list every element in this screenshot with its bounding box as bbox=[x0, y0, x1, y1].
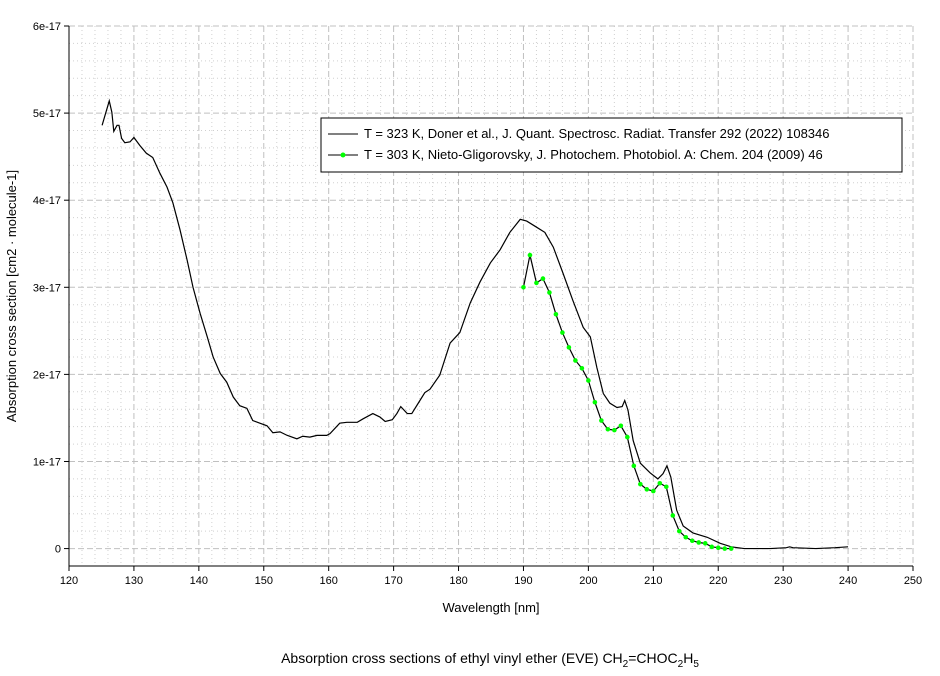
data-point bbox=[553, 311, 559, 317]
axes: 120 130 140 150 160 170 180 190 200 210 220 230 240 2… bbox=[33, 21, 922, 587]
x-tick-label: 220 bbox=[709, 575, 727, 587]
data-point bbox=[605, 426, 611, 432]
x-tick-label: 160 bbox=[320, 575, 338, 587]
series-line-2 bbox=[522, 254, 732, 550]
legend-label-2: T = 303 K, Nieto-Gligorovsky, J. Photoch… bbox=[364, 147, 823, 162]
y-tick-label: 5e-17 bbox=[33, 108, 61, 120]
data-point bbox=[612, 427, 617, 433]
x-tick-label: 200 bbox=[579, 575, 597, 587]
legend: T = 323 K, Doner et al., J. Quant. Spect… bbox=[320, 117, 903, 173]
y-tick-label: 6e-17 bbox=[33, 21, 61, 33]
grid bbox=[68, 25, 914, 567]
y-tick-label: 0 bbox=[55, 544, 61, 556]
data-point bbox=[534, 280, 539, 286]
data-point bbox=[566, 345, 572, 350]
data-point bbox=[547, 290, 552, 295]
data-point bbox=[586, 378, 591, 383]
x-tick-label: 130 bbox=[125, 575, 143, 587]
data-point bbox=[676, 528, 682, 534]
series-layer bbox=[101, 98, 849, 551]
data-point bbox=[722, 546, 728, 551]
data-point bbox=[527, 252, 533, 258]
x-tick-label: 210 bbox=[644, 575, 662, 587]
title-part: Absorption cross sections of ethyl vinyl… bbox=[281, 650, 623, 666]
chart-title: Absorption cross sections of ethyl vinyl… bbox=[0, 650, 940, 670]
data-point bbox=[663, 484, 669, 490]
series-line-1 bbox=[101, 98, 849, 550]
data-point bbox=[657, 480, 663, 486]
title-sub: 5 bbox=[693, 658, 699, 670]
x-tick-label: 170 bbox=[384, 575, 402, 587]
data-point bbox=[599, 418, 604, 423]
x-tick-label: 230 bbox=[774, 575, 792, 587]
data-point bbox=[560, 330, 565, 335]
x-axis-label: Wavelength [nm] bbox=[442, 600, 539, 615]
data-point bbox=[540, 276, 546, 281]
data-point bbox=[651, 488, 656, 494]
title-sub: 2 bbox=[677, 658, 684, 670]
data-point bbox=[592, 399, 598, 405]
x-tick-label: 180 bbox=[449, 575, 467, 587]
data-point bbox=[670, 513, 676, 518]
data-point bbox=[625, 434, 630, 440]
legend-label-1: T = 323 K, Doner et al., J. Quant. Spect… bbox=[364, 126, 830, 141]
data-point bbox=[696, 540, 702, 545]
data-point bbox=[728, 546, 734, 551]
y-axis-label: Absorption cross section [cm2 · molecule… bbox=[4, 170, 19, 422]
x-tick-label: 150 bbox=[255, 575, 273, 587]
data-point bbox=[689, 538, 695, 544]
y-tick-label: 3e-17 bbox=[33, 282, 61, 294]
data-point bbox=[631, 463, 637, 469]
data-point bbox=[573, 358, 578, 363]
title-part: H bbox=[683, 650, 694, 666]
data-point bbox=[644, 487, 650, 492]
data-point bbox=[702, 541, 708, 546]
data-point bbox=[638, 481, 643, 487]
x-tick-label: 240 bbox=[839, 575, 857, 587]
legend-marker-2 bbox=[340, 152, 346, 158]
x-tick-label: 250 bbox=[904, 575, 922, 587]
x-tick-label: 140 bbox=[190, 575, 208, 587]
y-tick-label: 2e-17 bbox=[33, 369, 61, 381]
data-point bbox=[618, 423, 624, 429]
data-point bbox=[683, 534, 689, 540]
title-part: =CHOC bbox=[628, 650, 678, 666]
data-point bbox=[709, 544, 715, 550]
data-point bbox=[579, 365, 585, 371]
y-tick-label: 1e-17 bbox=[33, 456, 61, 468]
y-tick-label: 4e-17 bbox=[33, 195, 61, 207]
data-point bbox=[715, 545, 721, 551]
data-point bbox=[521, 284, 526, 290]
x-tick-label: 190 bbox=[514, 575, 532, 587]
x-tick-label: 120 bbox=[60, 575, 78, 587]
legend-box bbox=[320, 117, 903, 173]
title-sub: 2 bbox=[622, 658, 629, 670]
